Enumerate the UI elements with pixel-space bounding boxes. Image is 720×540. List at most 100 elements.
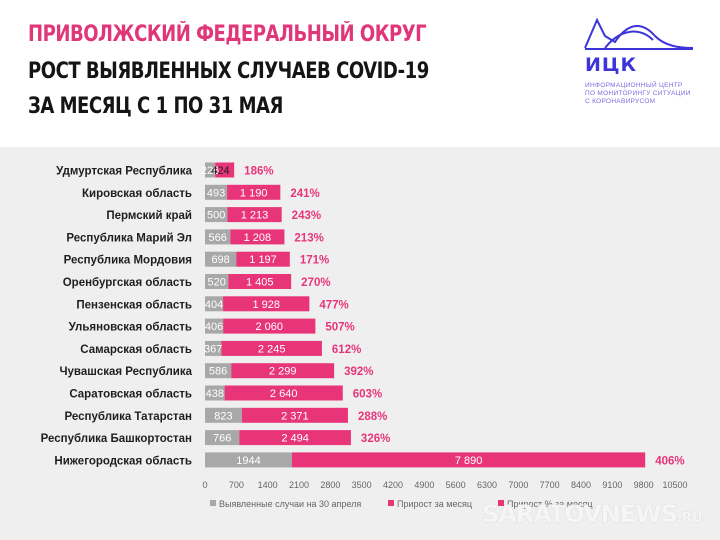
bar-increase	[221, 340, 322, 356]
bar-increase	[227, 184, 281, 200]
x-tick-label: 6300	[477, 480, 497, 490]
x-tick-label: 9100	[602, 480, 622, 490]
logo-subtitle-line: ИНФОРМАЦИОННЫЙ ЦЕНТР	[585, 82, 683, 89]
data-label-base: 367	[204, 343, 222, 355]
x-tick-label: 9800	[634, 480, 654, 490]
data-label-increase: 1 213	[241, 210, 269, 222]
data-label-percent: 213%	[294, 232, 323, 244]
x-tick-label: 7700	[540, 480, 560, 490]
logo-mountain-icon	[584, 17, 694, 50]
bar-base	[205, 430, 240, 446]
category-label: Республика Марий Эл	[66, 232, 192, 244]
x-tick-label: 7000	[508, 480, 528, 490]
category-label: Нижегородская область	[54, 455, 192, 467]
bar-base	[205, 184, 228, 200]
category-label: Самарская область	[80, 344, 192, 356]
bar-increase	[236, 251, 290, 267]
data-label-base: 823	[214, 410, 232, 422]
bar-increase	[223, 318, 316, 334]
data-label-percent: 270%	[301, 277, 330, 289]
data-label-base: 493	[207, 187, 225, 199]
category-label: Оренбургская область	[63, 277, 192, 289]
legend-label: Прирост за месяц	[397, 499, 472, 509]
bar-base	[205, 229, 231, 245]
category-label: Саратовская область	[69, 389, 192, 401]
bar-increase	[292, 452, 646, 468]
legend-label: Выявленные случаи на 30 апреля	[219, 499, 361, 509]
data-label-increase: 424	[211, 165, 229, 177]
data-label-base: 766	[213, 433, 231, 445]
x-tick-label: 10500	[662, 480, 687, 490]
data-label-percent: 171%	[300, 255, 329, 267]
data-label-increase: 2 371	[281, 410, 309, 422]
data-label-percent: 406%	[655, 455, 684, 467]
x-tick-label: 2800	[320, 480, 340, 490]
category-label: Республика Мордовия	[64, 255, 192, 267]
bar-increase	[227, 207, 282, 223]
bar-increase	[231, 363, 335, 379]
bar-base	[205, 274, 229, 289]
data-label-increase: 1 928	[252, 299, 280, 311]
bar-increase	[215, 162, 235, 178]
bar-base	[205, 340, 222, 356]
category-label: Ульяновская область	[69, 322, 192, 334]
bar-base	[205, 407, 242, 423]
data-label-percent: 392%	[344, 366, 373, 378]
legend-swatch	[388, 500, 394, 506]
bar-base	[205, 452, 293, 468]
data-label-increase: 2 494	[281, 433, 309, 445]
data-label-increase: 2 245	[258, 343, 286, 355]
data-label-increase: 1 208	[244, 232, 272, 244]
category-label: Чувашская Республика	[59, 366, 192, 378]
bar-increase	[224, 385, 343, 401]
legend-swatch	[210, 500, 216, 506]
bar-base	[205, 385, 225, 401]
data-label-increase: 1 197	[249, 254, 277, 266]
data-label-percent: 241%	[290, 188, 319, 200]
logo: ИЦК ИНФОРМАЦИОННЫЙ ЦЕНТР ПО МОНИТОРИНГУ …	[583, 16, 708, 116]
logo-subtitle: ИНФОРМАЦИОННЫЙ ЦЕНТР ПО МОНИТОРИНГУ СИТУ…	[585, 82, 691, 106]
data-label-percent: 603%	[353, 389, 382, 401]
x-tick-label: 4900	[414, 480, 434, 490]
x-tick-label: 3500	[352, 480, 372, 490]
x-tick-label: 4200	[383, 480, 403, 490]
bar-increase	[223, 296, 310, 312]
data-label-base: 520	[207, 277, 225, 289]
category-label: Пензенская область	[76, 299, 192, 311]
header: ПРИВОЛЖСКИЙ ФЕДЕРАЛЬНЫЙ ОКРУГ РОСТ ВЫЯВЛ…	[0, 0, 720, 145]
bar-base	[205, 318, 224, 334]
x-tick-label: 5600	[446, 480, 466, 490]
data-label-percent: 326%	[361, 433, 390, 445]
data-label-percent: 288%	[358, 411, 387, 423]
bar-increase	[228, 274, 292, 289]
data-label-increase: 2 640	[270, 388, 298, 400]
data-label-base: 228	[201, 165, 219, 177]
category-label: Республика Татарстан	[65, 411, 193, 423]
title-line-3: ЗА МЕСЯЦ С 1 ПО 31 МАЯ	[28, 94, 283, 119]
data-label-base: 566	[208, 232, 226, 244]
category-label: Кировская область	[82, 188, 192, 200]
legend-swatch	[498, 500, 504, 506]
data-label-base: 1944	[236, 455, 260, 467]
data-label-increase: 2 060	[256, 321, 284, 333]
category-label: Пермский край	[106, 210, 192, 222]
bar-base	[205, 251, 237, 267]
title-line-1: ПРИВОЛЖСКИЙ ФЕДЕРАЛЬНЫЙ ОКРУГ	[28, 22, 427, 47]
category-label: Республика Башкортостан	[41, 433, 192, 445]
x-tick-label: 8400	[571, 480, 591, 490]
bar-increase	[241, 407, 348, 423]
watermark: SARATOVNEWS.RU	[482, 500, 703, 528]
data-label-base: 698	[211, 254, 229, 266]
data-label-percent: 477%	[319, 299, 348, 311]
title-line-2: РОСТ ВЫЯВЛЕННЫХ СЛУЧАЕВ COVID-19	[28, 59, 429, 84]
watermark-domain: .RU	[677, 511, 703, 526]
chart-area: Удмуртская Республика 228 424 186% Кировская…	[0, 147, 720, 540]
data-label-increase: 7 890	[455, 455, 483, 467]
data-label-percent: 612%	[332, 344, 361, 356]
data-label-base: 586	[209, 366, 227, 378]
bar-base	[205, 162, 216, 178]
x-tick-label: 2100	[289, 480, 309, 490]
data-label-percent: 507%	[325, 322, 354, 334]
x-tick-label: 1400	[258, 480, 278, 490]
